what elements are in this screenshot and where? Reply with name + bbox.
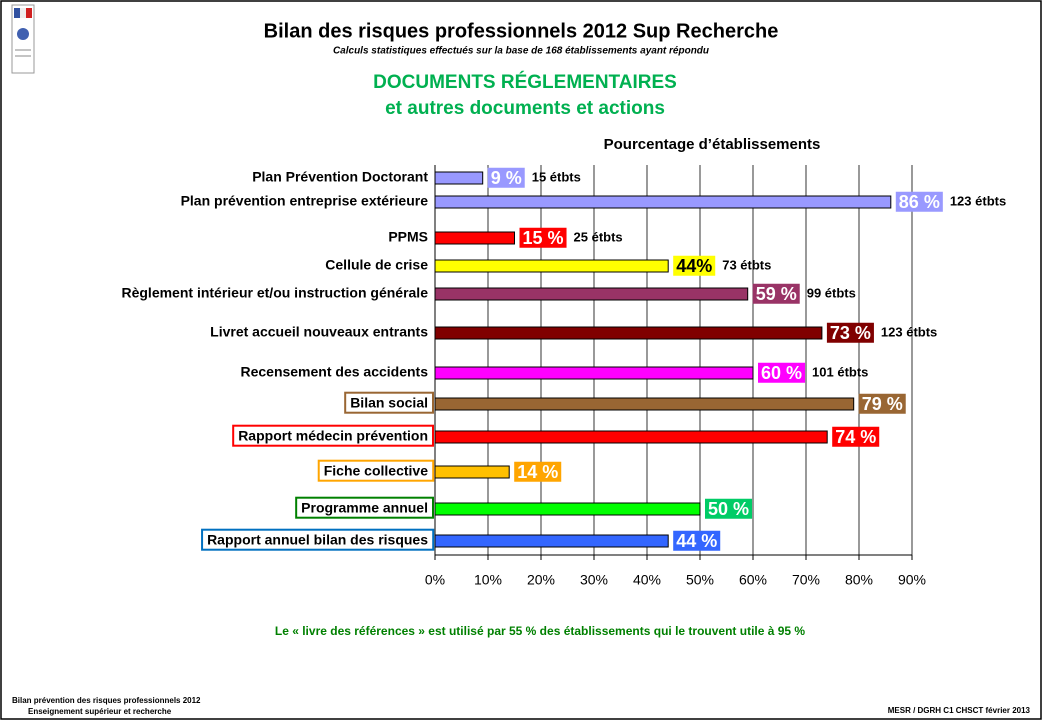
value-label-bg: [832, 426, 880, 447]
value-label-bg: [752, 283, 800, 304]
category-label: Règlement intérieur et/ou instruction gé…: [121, 285, 428, 301]
note: Le « livre des références » est utilisé …: [275, 624, 806, 638]
x-tick-label: 60%: [739, 572, 767, 588]
value-label-bg: [758, 362, 806, 383]
category-label: Plan prévention entreprise extérieure: [181, 193, 429, 209]
label-frame: [232, 424, 434, 447]
x-tick-label: 0%: [425, 572, 445, 588]
category-label: Livret accueil nouveaux entrants: [210, 324, 428, 340]
bar: [434, 287, 749, 301]
label-frame: [344, 391, 434, 414]
value-label-bg: [705, 498, 753, 519]
category-label: Plan Prévention Doctorant: [252, 169, 428, 185]
value-label: 86 %: [899, 192, 940, 212]
bar: [434, 465, 510, 479]
bar: [434, 195, 892, 209]
value-label-bg: [514, 461, 562, 482]
count-label: 101 étbts: [812, 364, 868, 379]
count-label: 99 étbts: [807, 285, 856, 300]
value-label: 79 %: [862, 394, 903, 414]
value-label-bg: [673, 530, 721, 551]
x-tick-label: 40%: [633, 572, 661, 588]
value-label: 14 %: [517, 462, 558, 482]
bar: [434, 259, 669, 273]
count-label: 123 étbts: [950, 193, 1006, 208]
x-tick-label: 80%: [845, 572, 873, 588]
x-tick-label: 20%: [527, 572, 555, 588]
label-frame: [317, 459, 435, 482]
bar: [434, 534, 669, 548]
value-label: 50 %: [708, 499, 749, 519]
label-frame: [201, 528, 435, 551]
value-label: 44%: [676, 256, 712, 276]
value-label-bg: [487, 167, 525, 188]
value-label: 73 %: [830, 323, 871, 343]
value-label: 9 %: [491, 168, 522, 188]
footer-left: Enseignement supérieur et recherche: [28, 707, 172, 716]
axis-title: Pourcentage d’établissements: [604, 136, 821, 153]
count-label: 123 étbts: [881, 324, 937, 339]
value-label-bg: [895, 191, 943, 212]
footer-left: Bilan prévention des risques professionn…: [12, 696, 201, 705]
category-label: Recensement des accidents: [240, 364, 428, 380]
x-tick-label: 10%: [474, 572, 502, 588]
category-label: Cellule de crise: [325, 257, 428, 273]
heading: et autres documents et actions: [385, 98, 665, 119]
value-label: 59 %: [756, 284, 797, 304]
bar: [434, 326, 823, 340]
title: Bilan des risques professionnels 2012 Su…: [264, 20, 779, 42]
x-tick-label: 70%: [792, 572, 820, 588]
category-label: Bilan social: [350, 395, 428, 411]
x-tick-label: 50%: [686, 572, 714, 588]
bar: [434, 397, 855, 411]
value-label: 74 %: [835, 427, 876, 447]
bar: [434, 430, 828, 444]
footer-right: MESR / DGRH C1 CHSCT février 2013: [888, 706, 1031, 715]
value-label-bg: [858, 393, 906, 414]
bar: [434, 171, 484, 185]
category-label: Rapport médecin prévention: [238, 428, 428, 444]
heading: DOCUMENTS RÉGLEMENTAIRES: [373, 71, 677, 93]
x-tick-label: 30%: [580, 572, 608, 588]
bar: [434, 502, 701, 516]
category-label: Fiche collective: [324, 463, 428, 479]
category-label: Programme annuel: [301, 500, 428, 516]
category-label: Rapport annuel bilan des risques: [207, 532, 428, 548]
label-frame: [295, 496, 434, 519]
count-label: 25 étbts: [574, 229, 623, 244]
value-label-bg: [519, 227, 567, 248]
category-label: PPMS: [388, 229, 428, 245]
subtitle: Calculs statistiques effectués sur la ba…: [333, 46, 709, 57]
bar: [434, 366, 754, 380]
value-label: 60 %: [761, 363, 802, 383]
value-label-bg: [673, 255, 716, 276]
count-label: 73 étbts: [722, 257, 771, 272]
value-label-bg: [826, 322, 874, 343]
logo: [11, 4, 35, 74]
value-label: 44 %: [676, 531, 717, 551]
count-label: 15 étbts: [532, 169, 581, 184]
x-tick-label: 90%: [898, 572, 926, 588]
value-label: 15 %: [523, 228, 564, 248]
bar: [434, 231, 515, 245]
